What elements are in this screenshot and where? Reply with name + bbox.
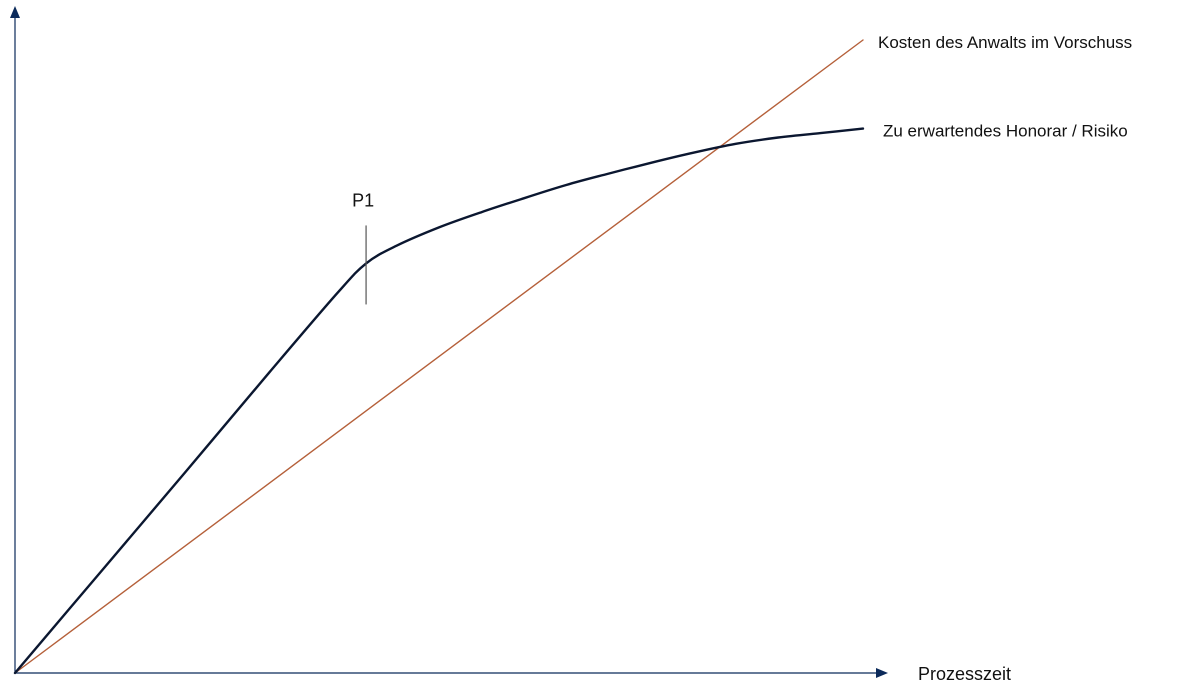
x-axis-label: Prozesszeit <box>918 664 1011 684</box>
y-axis-arrow-icon <box>10 6 20 18</box>
axes: Prozesszeit <box>10 6 1011 684</box>
series-labels: Kosten des Anwalts im Vorschuss Zu erwar… <box>878 33 1132 141</box>
series-layer <box>13 39 865 675</box>
series-label-kosten: Kosten des Anwalts im Vorschuss <box>878 33 1132 52</box>
x-axis-arrow-icon <box>876 668 888 678</box>
p1-marker: P1 <box>352 190 374 305</box>
p1-marker-label: P1 <box>352 190 374 210</box>
series-line-honorar <box>13 127 865 675</box>
series-label-honorar: Zu erwartendes Honorar / Risiko <box>883 122 1128 141</box>
series-line-kosten <box>14 39 864 674</box>
